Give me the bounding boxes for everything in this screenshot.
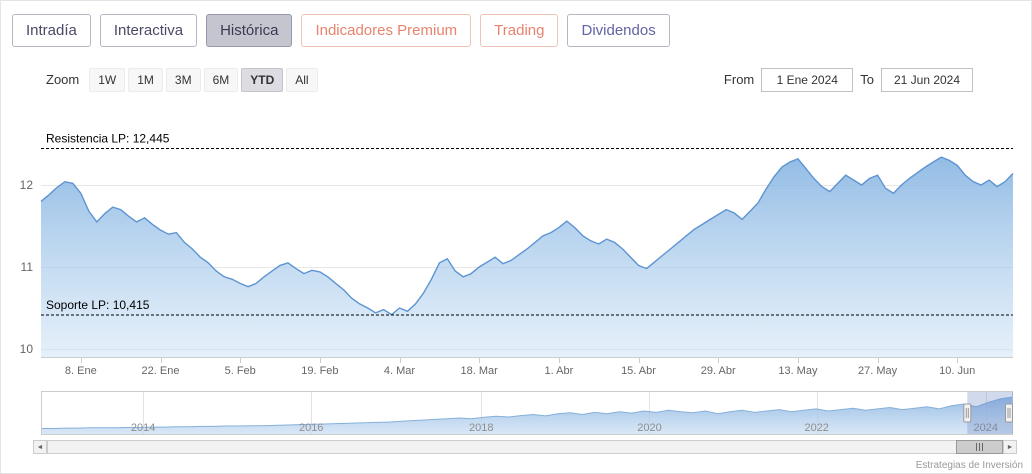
range-button-3m[interactable]: 3M <box>165 67 201 92</box>
navigator-year-label: 2016 <box>299 422 323 434</box>
scrollbar-left-arrow-button[interactable]: ◄ <box>33 440 47 454</box>
y-axis-label: 12 <box>20 178 34 192</box>
navigator-line <box>41 396 1014 429</box>
tab-intradia[interactable]: Intradía <box>12 14 91 47</box>
range-button-1w[interactable]: 1W <box>89 67 126 92</box>
x-axis-label: 8. Ene <box>65 365 97 377</box>
range-button-1m[interactable]: 1M <box>128 67 163 92</box>
scrollbar-right-arrow-button[interactable]: ► <box>1003 440 1017 454</box>
y-axis-label: 10 <box>20 342 34 356</box>
to-date-input[interactable] <box>881 67 973 92</box>
x-axis-label: 22. Ene <box>142 365 180 377</box>
zoom-label: Zoom <box>46 72 80 87</box>
tab-indicadores-premium[interactable]: Indicadores Premium <box>301 14 472 47</box>
x-axis-label: 13. May <box>778 365 818 377</box>
navigator[interactable]: 2014 2016 2018 2020 2022 2024 <box>1 391 1032 439</box>
scrollbar-grip-line <box>976 443 977 451</box>
navigator-year-label: 2014 <box>131 422 155 434</box>
scrollbar-track[interactable] <box>47 440 1003 454</box>
range-selector: Zoom 1W 1M 3M 6M YTD All From To <box>46 67 973 92</box>
x-axis-label: 5. Feb <box>225 365 256 377</box>
y-axis-label: 11 <box>21 260 34 274</box>
x-axis-label: 19. Feb <box>301 365 338 377</box>
range-button-all[interactable]: All <box>286 67 318 92</box>
annotation-label: Soporte LP: 10,415 <box>46 298 150 312</box>
navigator-year-label: 2022 <box>804 422 828 434</box>
scrollbar: ◄ ► <box>1 440 1031 454</box>
from-label: From <box>723 72 755 87</box>
x-axis-label: 27. May <box>858 365 898 377</box>
range-button-6m[interactable]: 6M <box>203 67 239 92</box>
scrollbar-grip-line <box>979 443 980 451</box>
price-area-fill <box>41 157 1013 357</box>
tab-historica[interactable]: Histórica <box>206 14 293 47</box>
x-axis-label: 1. Abr <box>545 365 574 377</box>
annotation-label: Resistencia LP: 12,445 <box>46 132 170 146</box>
to-label: To <box>860 72 874 87</box>
tab-interactiva[interactable]: Interactiva <box>99 14 198 47</box>
tab-dividendos[interactable]: Dividendos <box>567 14 670 47</box>
main-price-chart[interactable]: 10 11 12 8. Ene 22. Ene 5. Feb 19. Feb 4. Mar 18… <box>1 101 1032 379</box>
credits-link[interactable]: Estrategias de Inversión <box>915 460 1023 471</box>
x-axis-label: 10. Jun <box>939 365 975 377</box>
scrollbar-grip-line <box>982 443 983 451</box>
navigator-year-label: 2024 <box>974 422 998 434</box>
navigator-year-label: 2020 <box>637 422 661 434</box>
x-axis-label: 29. Abr <box>701 365 736 377</box>
from-date-input[interactable] <box>761 67 854 92</box>
chart-tabs: Intradía Interactiva Histórica Indicador… <box>12 14 1031 47</box>
navigator-right-handle[interactable] <box>1005 403 1013 423</box>
x-axis-label: 18. Mar <box>461 365 499 377</box>
x-axis-label: 4. Mar <box>384 365 416 377</box>
price-line <box>40 156 1014 316</box>
scrollbar-thumb[interactable] <box>956 440 1003 454</box>
navigator-year-label: 2018 <box>469 422 493 434</box>
range-button-ytd[interactable]: YTD <box>241 67 284 92</box>
tab-trading[interactable]: Trading <box>480 14 559 47</box>
x-axis-label: 15. Abr <box>621 365 656 377</box>
navigator-left-handle[interactable] <box>963 403 972 423</box>
